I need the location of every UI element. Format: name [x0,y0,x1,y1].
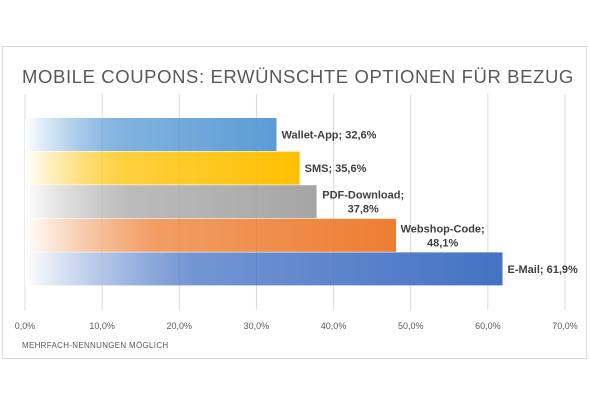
x-tick-label: 20,0% [167,321,193,331]
x-tick-label: 60,0% [475,321,501,331]
chart-footnote: MEHRFACH-NENNUNGEN MÖGLICH [22,341,169,350]
bar-sms [25,151,300,185]
x-axis-ticks: 0,0% 10,0% 20,0% 30,0% 40,0% 50,0% 60,0% 70,0% [15,321,578,331]
x-tick-label: 50,0% [398,321,424,331]
data-label: PDF-Download; 37,8% [322,190,404,216]
bar-wallet-app [25,118,277,151]
data-label: SMS; 35,6% [305,163,367,175]
chart-title: MOBILE COUPONS: ERWÜNSCHTE OPTIONEN FÜR … [22,66,574,87]
data-label: E-Mail; 61,9% [508,264,579,276]
data-label: Webshop-Code; 48,1% [401,223,485,249]
x-tick-label: 10,0% [89,321,115,331]
bar-pdf-download [25,185,317,219]
bars [25,118,503,286]
x-tick-label: 30,0% [244,321,270,331]
data-labels: Wallet-App; 32,6% SMS; 35,6% PDF-Download;… [281,130,578,276]
x-tick-label: 70,0% [552,321,578,331]
x-tick-label: 0,0% [15,321,36,331]
x-tick-label: 40,0% [321,321,347,331]
data-label: Wallet-App; 32,6% [281,130,376,142]
bar-webshop-code [25,218,397,252]
bar-e-mail [25,252,503,286]
